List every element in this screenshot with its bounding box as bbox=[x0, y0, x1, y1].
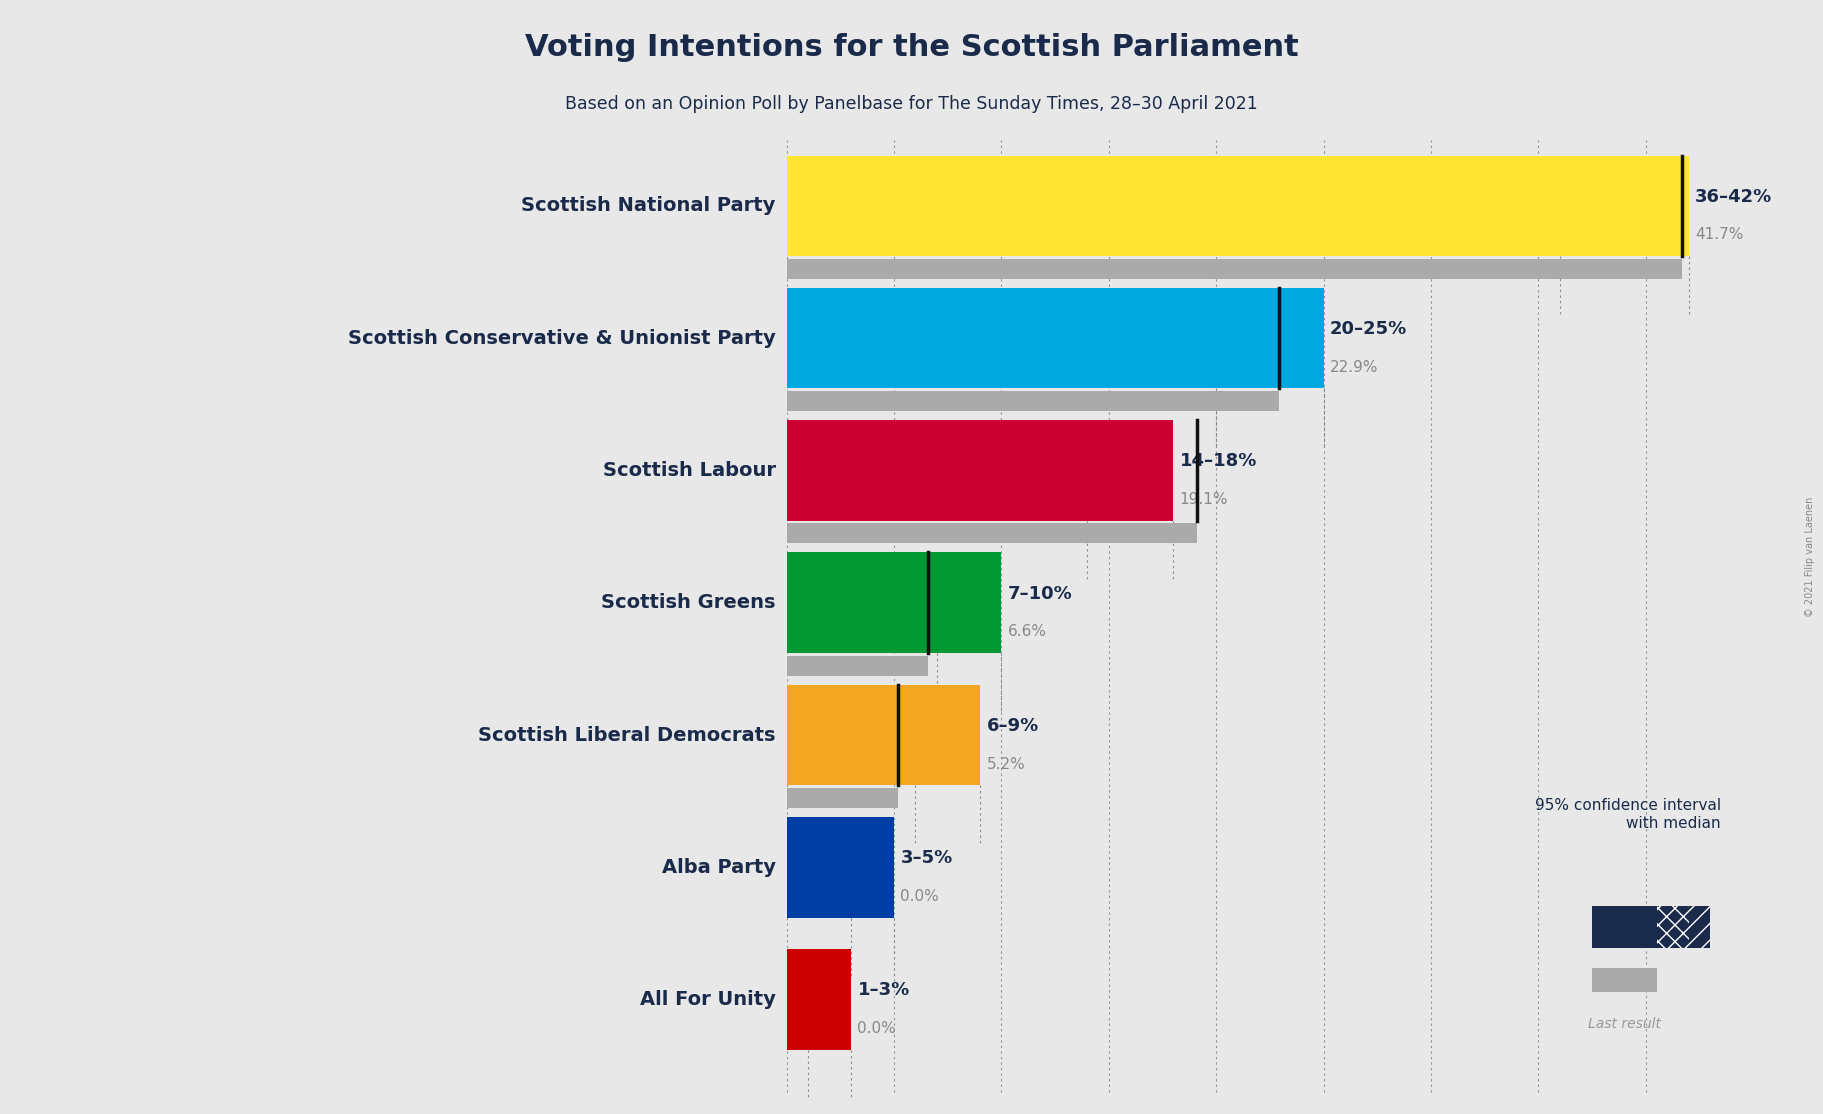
Text: 36–42%: 36–42% bbox=[1695, 187, 1772, 206]
Bar bbox=[786, 420, 1087, 520]
Bar bbox=[786, 818, 851, 918]
Text: Alba Party: Alba Party bbox=[662, 858, 777, 877]
Bar bbox=[786, 788, 899, 808]
Bar bbox=[1560, 156, 1632, 256]
Text: 5.2%: 5.2% bbox=[986, 756, 1025, 772]
Text: 6.6%: 6.6% bbox=[1008, 624, 1046, 639]
Bar bbox=[808, 949, 831, 1051]
Text: 20–25%: 20–25% bbox=[1331, 320, 1407, 338]
Text: 7–10%: 7–10% bbox=[1008, 585, 1072, 603]
Text: Scottish Liberal Democrats: Scottish Liberal Democrats bbox=[478, 725, 777, 744]
Text: Scottish National Party: Scottish National Party bbox=[521, 196, 777, 215]
Bar bbox=[1276, 287, 1323, 389]
Bar bbox=[786, 524, 1198, 544]
Text: 19.1%: 19.1% bbox=[1179, 492, 1229, 507]
Text: All For Unity: All For Unity bbox=[640, 990, 777, 1009]
Bar bbox=[1134, 420, 1174, 520]
Bar bbox=[786, 553, 937, 653]
Bar bbox=[1087, 420, 1134, 520]
Text: Scottish Labour: Scottish Labour bbox=[603, 461, 777, 480]
Bar bbox=[952, 685, 981, 785]
Bar bbox=[1657, 906, 1688, 948]
Text: 0.0%: 0.0% bbox=[901, 889, 939, 905]
Bar bbox=[875, 818, 893, 918]
Text: Last result: Last result bbox=[1588, 1017, 1661, 1030]
Bar bbox=[786, 656, 928, 675]
Text: 14–18%: 14–18% bbox=[1179, 452, 1258, 470]
Bar bbox=[786, 258, 1683, 278]
Bar bbox=[1688, 906, 1710, 948]
Text: 95% confidence interval
with median: 95% confidence interval with median bbox=[1535, 799, 1721, 831]
Bar bbox=[786, 287, 1216, 389]
Text: Voting Intentions for the Scottish Parliament: Voting Intentions for the Scottish Parli… bbox=[525, 33, 1298, 62]
Text: 41.7%: 41.7% bbox=[1695, 227, 1743, 243]
Text: Scottish Greens: Scottish Greens bbox=[602, 594, 777, 613]
Bar bbox=[786, 391, 1278, 411]
Text: Based on an Opinion Poll by Panelbase for The Sunday Times, 28–30 April 2021: Based on an Opinion Poll by Panelbase fo… bbox=[565, 95, 1258, 113]
Text: 22.9%: 22.9% bbox=[1331, 360, 1378, 374]
Text: 0.0%: 0.0% bbox=[857, 1022, 897, 1036]
Bar bbox=[915, 685, 952, 785]
Text: Scottish Conservative & Unionist Party: Scottish Conservative & Unionist Party bbox=[348, 329, 777, 348]
Bar bbox=[851, 818, 875, 918]
Text: 6–9%: 6–9% bbox=[986, 716, 1039, 735]
Bar bbox=[831, 949, 851, 1051]
Bar bbox=[1632, 156, 1688, 256]
Bar bbox=[1216, 287, 1276, 389]
Bar bbox=[786, 949, 808, 1051]
Text: 3–5%: 3–5% bbox=[901, 849, 953, 867]
Bar bbox=[786, 156, 1560, 256]
Bar bbox=[1591, 906, 1657, 948]
Text: © 2021 Filip van Laenen: © 2021 Filip van Laenen bbox=[1805, 497, 1816, 617]
Text: 1–3%: 1–3% bbox=[857, 981, 910, 999]
Bar bbox=[972, 553, 1001, 653]
Bar bbox=[786, 685, 915, 785]
Bar bbox=[1591, 968, 1657, 991]
Bar bbox=[937, 553, 972, 653]
